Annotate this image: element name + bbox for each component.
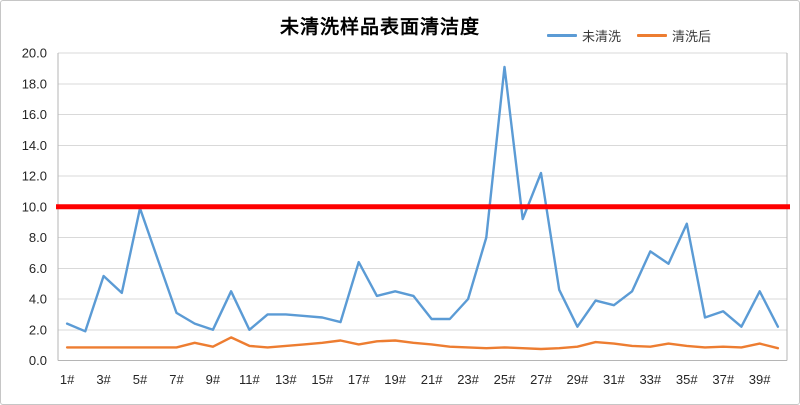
- legend-line-swatch-icon: [547, 34, 577, 37]
- x-axis-label: 15#: [311, 372, 333, 387]
- x-axis-label: 3#: [96, 372, 111, 387]
- legend-item-cleaned[interactable]: 清洗后: [637, 26, 711, 45]
- series-line-cleaned: [65, 336, 780, 351]
- y-axis-label: 8.0: [29, 230, 47, 245]
- legend-line-swatch-icon: [637, 34, 668, 37]
- x-axis-label: 5#: [133, 372, 148, 387]
- x-axis-label: 7#: [169, 372, 184, 387]
- x-axis-label: 33#: [639, 372, 661, 387]
- legend-label-cleaned: 清洗后: [672, 29, 712, 44]
- x-axis-label: 13#: [275, 372, 297, 387]
- y-axis-label: 0.0: [29, 353, 47, 368]
- series-line-uncleaned: [65, 65, 780, 333]
- chart-title: 未清洗样品表面清洁度: [279, 17, 480, 38]
- x-axis-label: 29#: [567, 372, 589, 387]
- x-axis-label: 27#: [530, 372, 552, 387]
- x-axis-label: 23#: [457, 372, 479, 387]
- x-axis-label: 21#: [421, 372, 443, 387]
- y-axis-label: 18.0: [22, 76, 47, 91]
- y-axis-label: 10.0: [22, 199, 47, 214]
- y-axis-label: 2.0: [29, 322, 47, 337]
- x-axis-label: 39#: [749, 372, 771, 387]
- y-axis-label: 6.0: [29, 261, 47, 276]
- y-axis-label: 16.0: [22, 107, 47, 122]
- x-axis-label: 17#: [348, 372, 370, 387]
- y-axis-label: 14.0: [22, 138, 47, 153]
- x-axis-label: 31#: [603, 372, 625, 387]
- x-axis-label: 9#: [206, 372, 221, 387]
- chart-legend: 未清洗 清洗后: [547, 26, 711, 45]
- x-axis-label: 25#: [494, 372, 516, 387]
- x-axis-label: 1#: [60, 372, 75, 387]
- legend-label-uncleaned: 未清洗: [582, 29, 622, 44]
- y-axis-label: 4.0: [29, 292, 47, 307]
- legend-item-uncleaned[interactable]: 未清洗: [547, 26, 621, 45]
- y-axis-label: 20.0: [22, 46, 47, 61]
- x-axis-label: 19#: [384, 372, 406, 387]
- y-axis-label: 12.0: [22, 169, 47, 184]
- x-axis-label: 37#: [712, 372, 734, 387]
- x-axis-label: 35#: [676, 372, 698, 387]
- x-axis-label: 11#: [239, 372, 260, 387]
